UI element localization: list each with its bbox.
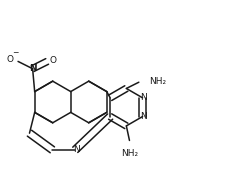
Text: N: N [73, 145, 80, 154]
Text: NH₂: NH₂ [121, 149, 138, 158]
Text: N: N [140, 112, 147, 121]
Text: −: − [12, 49, 18, 58]
Text: N: N [140, 93, 147, 102]
Text: O: O [6, 55, 13, 64]
Text: N: N [29, 64, 36, 73]
Text: NH₂: NH₂ [149, 77, 166, 86]
Text: O: O [50, 56, 57, 65]
